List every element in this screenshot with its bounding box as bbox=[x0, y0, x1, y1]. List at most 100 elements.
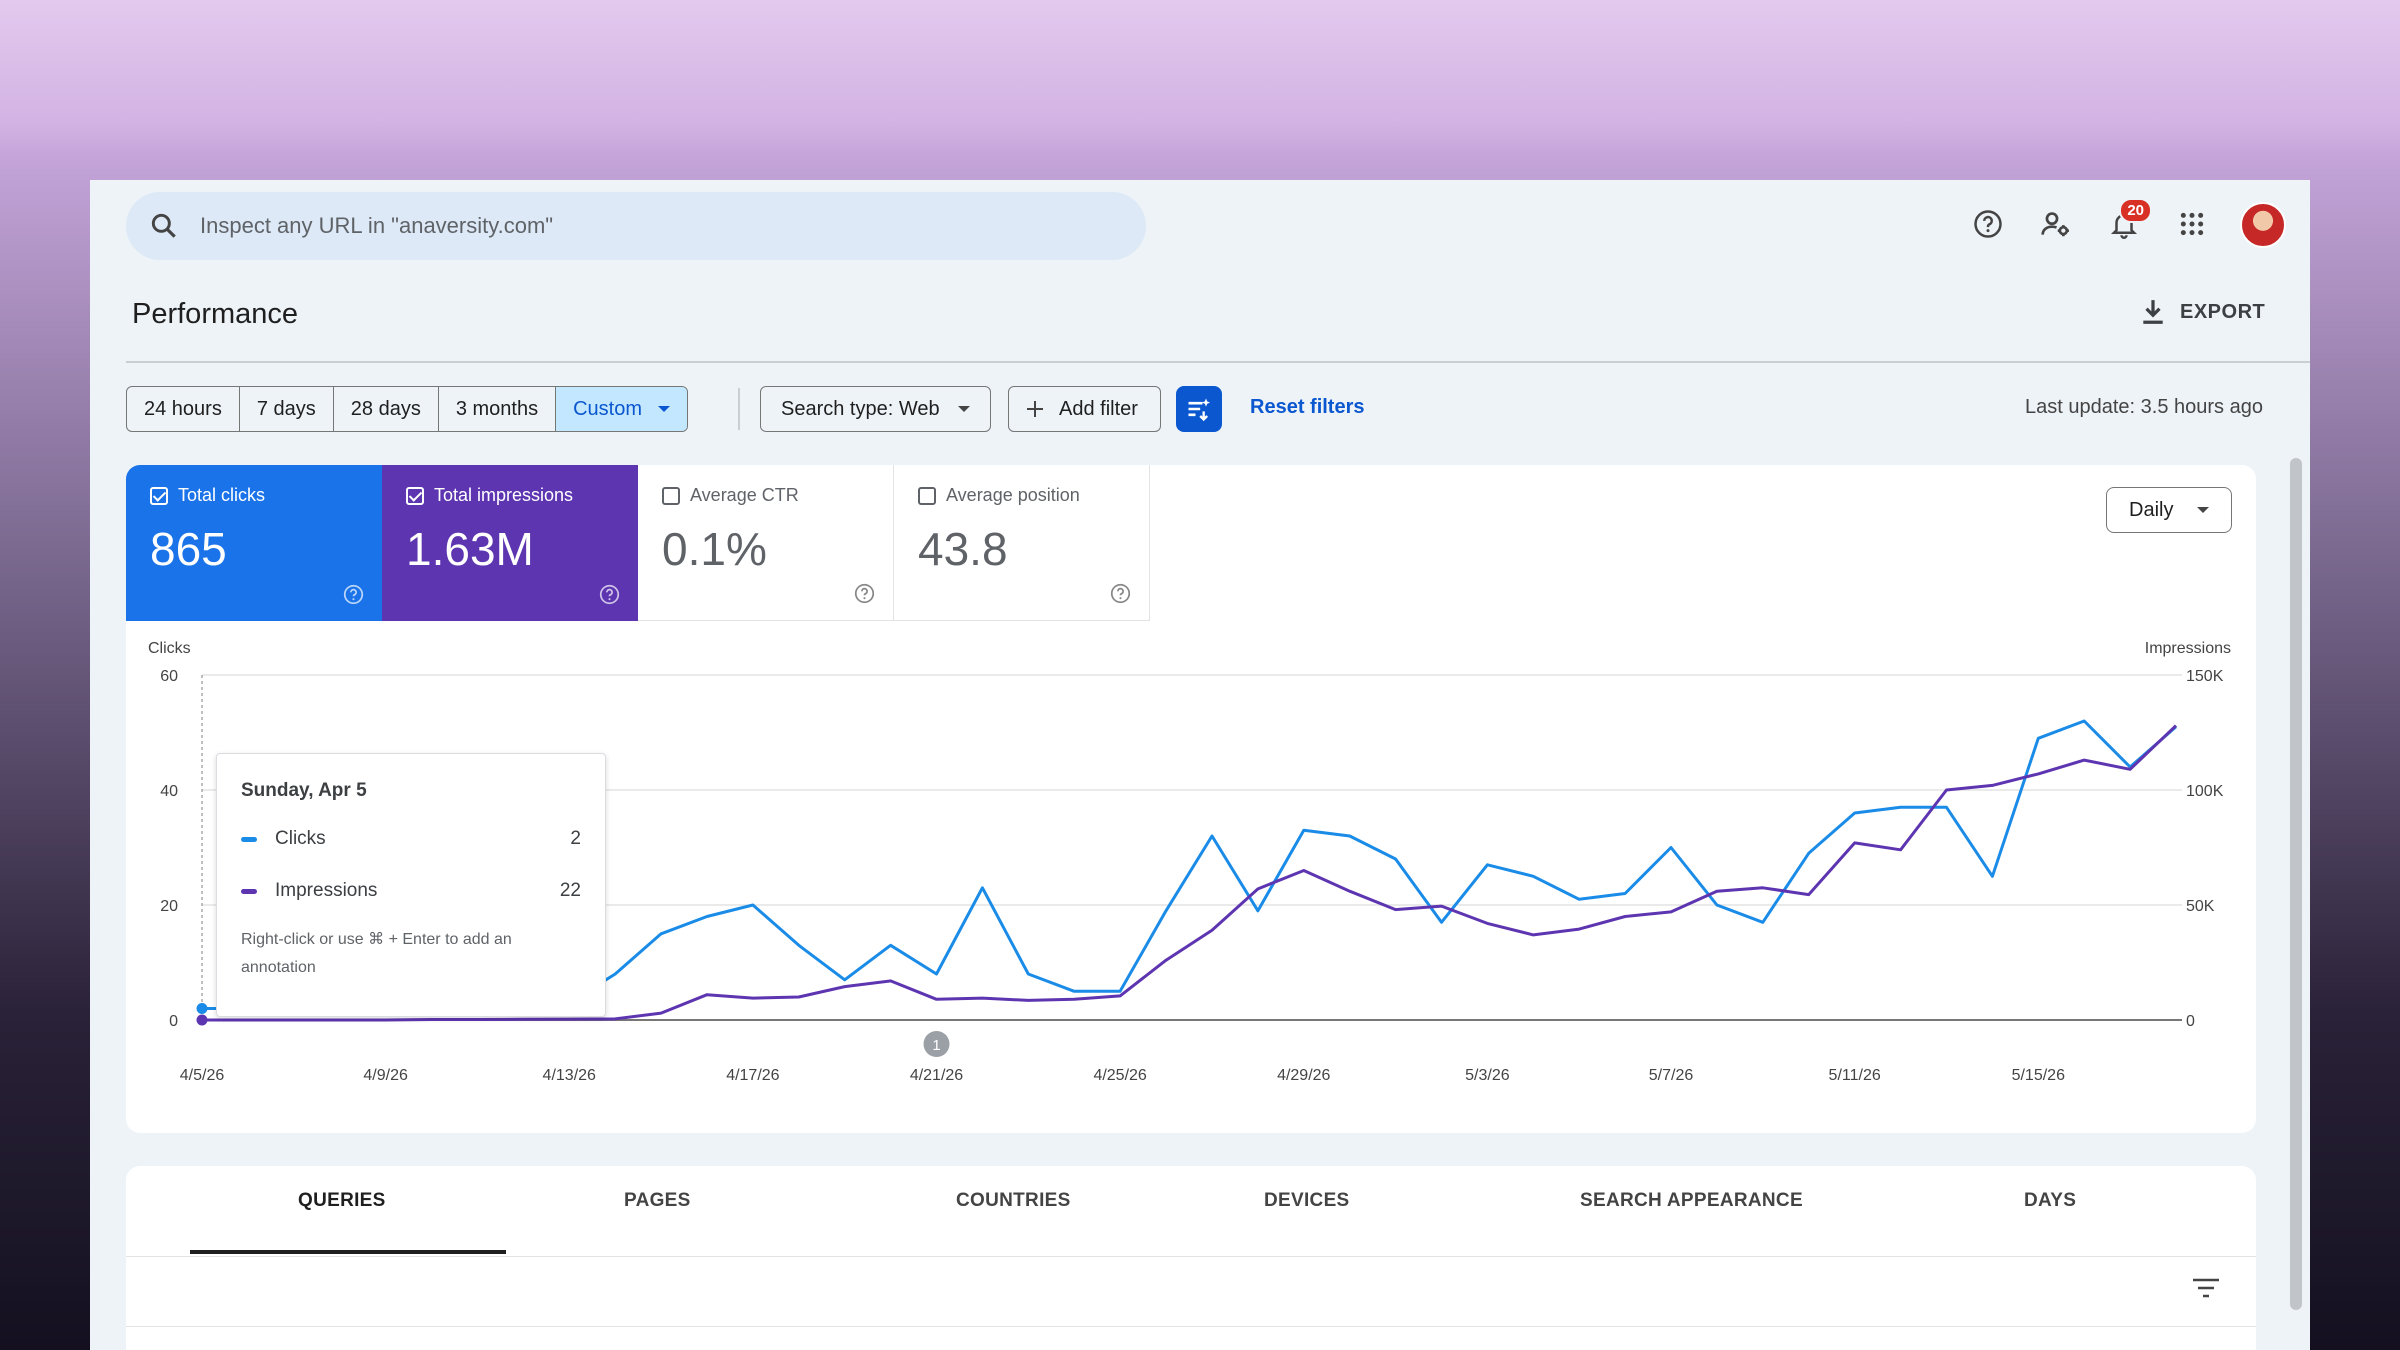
annotation-marker bbox=[923, 1031, 950, 1057]
search-type-label: Search type: Web bbox=[781, 397, 940, 420]
tab-devices[interactable]: DEVICES bbox=[1264, 1190, 1350, 1211]
metric-label: Average CTR bbox=[690, 485, 799, 505]
y-axis-title: Clicks bbox=[148, 640, 191, 657]
metric-value: 1.63M bbox=[406, 523, 534, 575]
metric-value: 43.8 bbox=[918, 523, 1008, 575]
metric-average-position[interactable]: Average position 43.8 bbox=[894, 465, 1150, 621]
page-title: Performance bbox=[132, 298, 299, 330]
x-tick-label: 5/3/26 bbox=[1465, 1067, 1510, 1084]
impressions-swatch bbox=[241, 888, 257, 894]
plus-icon bbox=[1027, 401, 1043, 417]
notification-badge: 20 bbox=[2119, 198, 2152, 223]
metric-total-clicks[interactable]: Total clicks 865 bbox=[126, 465, 382, 621]
help-icon[interactable] bbox=[1110, 583, 1131, 604]
tab-search-appearance[interactable]: SEARCH APPEARANCE bbox=[1580, 1190, 1803, 1211]
range-28-days[interactable]: 28 days bbox=[334, 387, 439, 431]
help-icon[interactable] bbox=[599, 584, 620, 605]
search-icon bbox=[151, 213, 176, 238]
range-24-hours[interactable]: 24 hours bbox=[127, 387, 240, 431]
last-update-text: Last update: 3.5 hours ago bbox=[2025, 396, 2263, 418]
tabs-divider bbox=[126, 1256, 2256, 1257]
chart-tooltip: Sunday, Apr 5 Clicks 2 Impressions 22 Righ… bbox=[216, 753, 606, 1017]
add-filter-button[interactable]: Add filter bbox=[1008, 386, 1161, 432]
x-tick-label: 4/25/26 bbox=[1093, 1067, 1146, 1084]
metric-label: Total impressions bbox=[434, 485, 574, 505]
y-tick-label: 20 bbox=[160, 898, 178, 915]
tooltip-note: Right-click or use ⌘ + Enter to add an a… bbox=[241, 931, 512, 976]
tooltip-date: Sunday, Apr 5 bbox=[241, 780, 367, 801]
metric-total-impressions[interactable]: Total impressions 1.63M bbox=[382, 465, 638, 621]
y2-tick-label: 100K bbox=[2186, 783, 2224, 800]
clicks-hover-point bbox=[196, 1003, 208, 1014]
url-inspection-search[interactable] bbox=[126, 192, 1146, 260]
checkbox-unchecked-icon[interactable] bbox=[662, 486, 680, 505]
tooltip-clicks-value: 2 bbox=[570, 828, 581, 849]
tooltip-clicks-label: Clicks bbox=[275, 828, 326, 849]
dimension-tabs-card: QUERIES PAGES COUNTRIES DEVICES SEARCH A… bbox=[126, 1166, 2256, 1350]
x-tick-label: 4/29/26 bbox=[1277, 1067, 1330, 1084]
filter-rows-icon[interactable] bbox=[2191, 1276, 2221, 1300]
metric-value: 865 bbox=[150, 523, 227, 575]
checkbox-checked-icon[interactable] bbox=[406, 486, 424, 505]
x-tick-label: 5/15/26 bbox=[2012, 1067, 2065, 1084]
x-tick-label: 4/21/26 bbox=[910, 1067, 963, 1084]
app-window: 20 Performance EXPORT 24 hours 7 days 28… bbox=[90, 180, 2310, 1350]
performance-line-chart[interactable]: Clicks Impressions 0 0 20 50K 40 100K 60 150K 4/5/… bbox=[126, 625, 2256, 1133]
tab-countries[interactable]: COUNTRIES bbox=[956, 1190, 1071, 1211]
apps-grid-icon[interactable] bbox=[2172, 204, 2212, 244]
tooltip-impressions-value: 22 bbox=[559, 880, 581, 901]
clicks-swatch bbox=[241, 836, 257, 842]
user-avatar[interactable] bbox=[2240, 202, 2286, 248]
page-scrollbar[interactable] bbox=[2290, 458, 2302, 1310]
manage-users-icon[interactable] bbox=[2036, 204, 2076, 244]
help-icon[interactable] bbox=[343, 584, 364, 605]
x-tick-label: 4/13/26 bbox=[543, 1067, 596, 1084]
range-7-days[interactable]: 7 days bbox=[240, 387, 334, 431]
add-filter-label: Add filter bbox=[1059, 397, 1138, 420]
tab-queries[interactable]: QUERIES bbox=[298, 1190, 386, 1211]
tab-days[interactable]: DAYS bbox=[2024, 1190, 2077, 1211]
range-3-months[interactable]: 3 months bbox=[439, 387, 557, 431]
y-tick-label: 0 bbox=[169, 1013, 178, 1030]
x-tick-label: 4/5/26 bbox=[180, 1067, 225, 1084]
x-tick-label: 5/11/26 bbox=[1829, 1067, 1881, 1084]
impressions-hover-point bbox=[196, 1014, 208, 1026]
url-inspection-input[interactable] bbox=[200, 213, 1000, 239]
reset-filters-link[interactable]: Reset filters bbox=[1250, 396, 1365, 418]
metric-value: 0.1% bbox=[662, 523, 767, 575]
impressions-series-line bbox=[202, 724, 2178, 1022]
download-icon bbox=[2143, 300, 2163, 324]
range-custom[interactable]: Custom bbox=[556, 387, 688, 431]
y-tick-label: 60 bbox=[160, 668, 178, 685]
notifications-bell-icon[interactable]: 20 bbox=[2104, 198, 2152, 244]
filter-settings-button[interactable] bbox=[1176, 386, 1222, 432]
export-button[interactable]: EXPORT bbox=[2140, 298, 2265, 326]
filter-sparkle-icon bbox=[1188, 398, 1211, 422]
chevron-down-icon bbox=[2197, 507, 2210, 513]
search-type-dropdown[interactable]: Search type: Web bbox=[760, 386, 991, 432]
tooltip-impressions-label: Impressions bbox=[275, 880, 378, 901]
x-tick-label: 5/7/26 bbox=[1649, 1067, 1694, 1084]
checkbox-checked-icon[interactable] bbox=[150, 486, 168, 505]
chevron-down-icon bbox=[957, 406, 970, 412]
granularity-dropdown[interactable]: Daily bbox=[2106, 487, 2232, 533]
help-icon[interactable] bbox=[1968, 204, 2008, 244]
metric-average-ctr[interactable]: Average CTR 0.1% bbox=[638, 465, 894, 621]
y2-axis-title: Impressions bbox=[2145, 640, 2231, 657]
help-icon[interactable] bbox=[854, 583, 875, 604]
x-tick-label: 4/17/26 bbox=[726, 1067, 779, 1084]
tab-pages[interactable]: PAGES bbox=[624, 1190, 691, 1211]
y2-tick-label: 150K bbox=[2186, 668, 2224, 685]
checkbox-unchecked-icon[interactable] bbox=[918, 486, 936, 505]
metric-label: Average position bbox=[946, 485, 1080, 505]
metric-label: Total clicks bbox=[178, 485, 266, 505]
y-tick-label: 40 bbox=[160, 783, 178, 800]
annotation-label: 1 bbox=[932, 1037, 940, 1054]
y2-tick-label: 0 bbox=[2186, 1013, 2195, 1030]
y2-tick-label: 50K bbox=[2186, 898, 2215, 915]
export-label: EXPORT bbox=[2180, 300, 2266, 323]
chevron-down-icon bbox=[658, 406, 671, 412]
date-range-selector: 24 hours 7 days 28 days 3 months Custom bbox=[126, 386, 689, 432]
table-header-divider bbox=[126, 1326, 2256, 1327]
x-tick-label: 4/9/26 bbox=[363, 1067, 408, 1084]
